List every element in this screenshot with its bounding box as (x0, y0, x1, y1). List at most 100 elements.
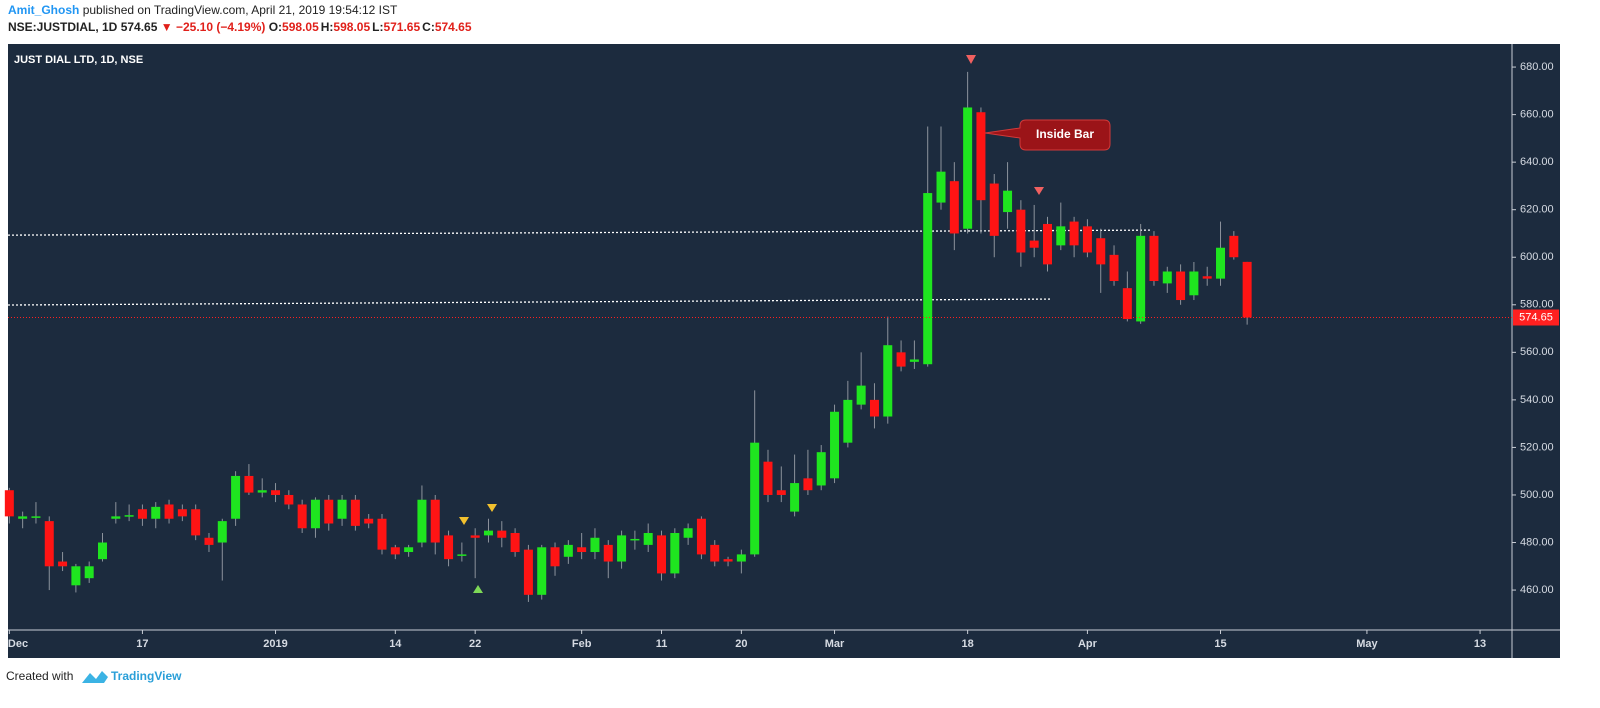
candle-body (1136, 235, 1146, 322)
ohlc-value: 598.05 (282, 20, 319, 34)
candle-body (4, 490, 14, 517)
candle-body (923, 193, 933, 365)
candle-body (1162, 271, 1172, 284)
candle-body (976, 112, 986, 201)
candle-body (1109, 254, 1119, 282)
candle-body (337, 499, 347, 519)
candle-body (1149, 235, 1159, 282)
candle-body (696, 518, 706, 555)
candle-body (1016, 209, 1026, 253)
candle-body (191, 509, 201, 536)
signal-marker (473, 585, 483, 593)
ohlc-value: 574.65 (434, 20, 472, 34)
annotation-text: Inside Bar (1036, 127, 1094, 141)
candle-body (97, 542, 107, 560)
candle-body (430, 499, 440, 543)
candle-body (936, 171, 946, 203)
header-line: Amit_Ghosh published on TradingView.com,… (8, 2, 474, 19)
y-tick-label: 620.00 (1520, 204, 1554, 216)
candle-body (776, 490, 786, 495)
x-tick-label: 17 (136, 638, 148, 650)
candle-body (217, 521, 227, 543)
footer-brand: TradingView (111, 669, 182, 683)
candle-body (444, 535, 454, 560)
y-tick-label: 600.00 (1520, 251, 1554, 263)
candle-body (164, 504, 174, 519)
candle-body (1189, 271, 1199, 296)
y-tick-label: 660.00 (1520, 109, 1554, 121)
candle-body (736, 554, 746, 562)
candle-body (483, 530, 493, 536)
candle-body (803, 478, 813, 491)
ohlc-value: 598.05 (333, 20, 371, 34)
last-price-label: 574.65 (1519, 311, 1553, 323)
candle-body (643, 533, 653, 545)
y-tick-label: 520.00 (1520, 441, 1554, 453)
author: Amit_Ghosh (8, 3, 80, 17)
candle-body (1229, 235, 1239, 258)
candle-body (949, 181, 959, 234)
x-tick-label: 18 (962, 638, 974, 650)
x-tick-label: Mar (825, 638, 845, 650)
candle-body (284, 494, 294, 505)
candle-body (1202, 276, 1212, 279)
symbol: NSE:JUSTDIAL, 1D (8, 20, 118, 34)
ohlc-key: O: (268, 20, 283, 34)
candle-body (790, 483, 800, 512)
candle-body (377, 518, 387, 550)
candle-body (1122, 288, 1132, 320)
candle-body (111, 516, 121, 519)
signal-marker (487, 504, 497, 512)
last-price-badge (1513, 309, 1559, 326)
candle-body (470, 535, 480, 538)
y-tick-label: 560.00 (1520, 346, 1554, 358)
candle-body (843, 399, 853, 443)
candle-body (563, 544, 573, 557)
candle-body (350, 499, 360, 526)
candle-body (497, 530, 507, 538)
candle-body (151, 506, 161, 519)
candle-body (750, 442, 760, 555)
candle-body (909, 359, 919, 362)
y-tick-label: 580.00 (1520, 299, 1554, 311)
y-tick-label: 460.00 (1520, 584, 1554, 596)
x-tick-label: 13 (1474, 638, 1486, 650)
candle-body (763, 461, 773, 495)
candle-body (590, 537, 600, 553)
ohlc-key: C: (422, 20, 435, 34)
candle-body (1176, 271, 1186, 301)
annotation-callout (984, 119, 1111, 151)
candle-body (137, 509, 147, 519)
candle-body (723, 559, 733, 562)
candle-body (1242, 261, 1252, 318)
candle-body (830, 411, 840, 479)
candle-body (617, 535, 627, 562)
candle-body (1056, 226, 1066, 246)
candle-body (204, 537, 214, 545)
signal-marker (966, 55, 976, 64)
x-tick-label: 22 (469, 638, 481, 650)
header-quote: NSE:JUSTDIAL, 1D 574.65 ▼ −25.10 (−4.19%… (8, 19, 474, 36)
plot-area (4, 71, 1512, 602)
signal-marker (1034, 187, 1044, 195)
x-tick-label: 14 (389, 638, 402, 650)
x-tick-label: 2019 (263, 638, 287, 650)
ohlc-value: 571.65 (383, 20, 421, 34)
brand-logo (82, 671, 108, 683)
header: Amit_Ghosh published on TradingView.com,… (8, 2, 474, 36)
x-tick-label: Apr (1078, 638, 1098, 650)
chart-background (8, 44, 1560, 658)
candle-body (603, 544, 613, 562)
candle-body (963, 107, 973, 229)
candle-body (417, 499, 427, 543)
candle-body (537, 547, 547, 595)
candle-body (630, 538, 640, 541)
y-tick-label: 500.00 (1520, 489, 1554, 501)
candle-body (58, 561, 68, 567)
candle-body (44, 521, 54, 567)
signal-marker (459, 517, 469, 525)
candle-body (670, 533, 680, 574)
candle-body (1003, 190, 1013, 213)
candle-body (510, 533, 520, 553)
